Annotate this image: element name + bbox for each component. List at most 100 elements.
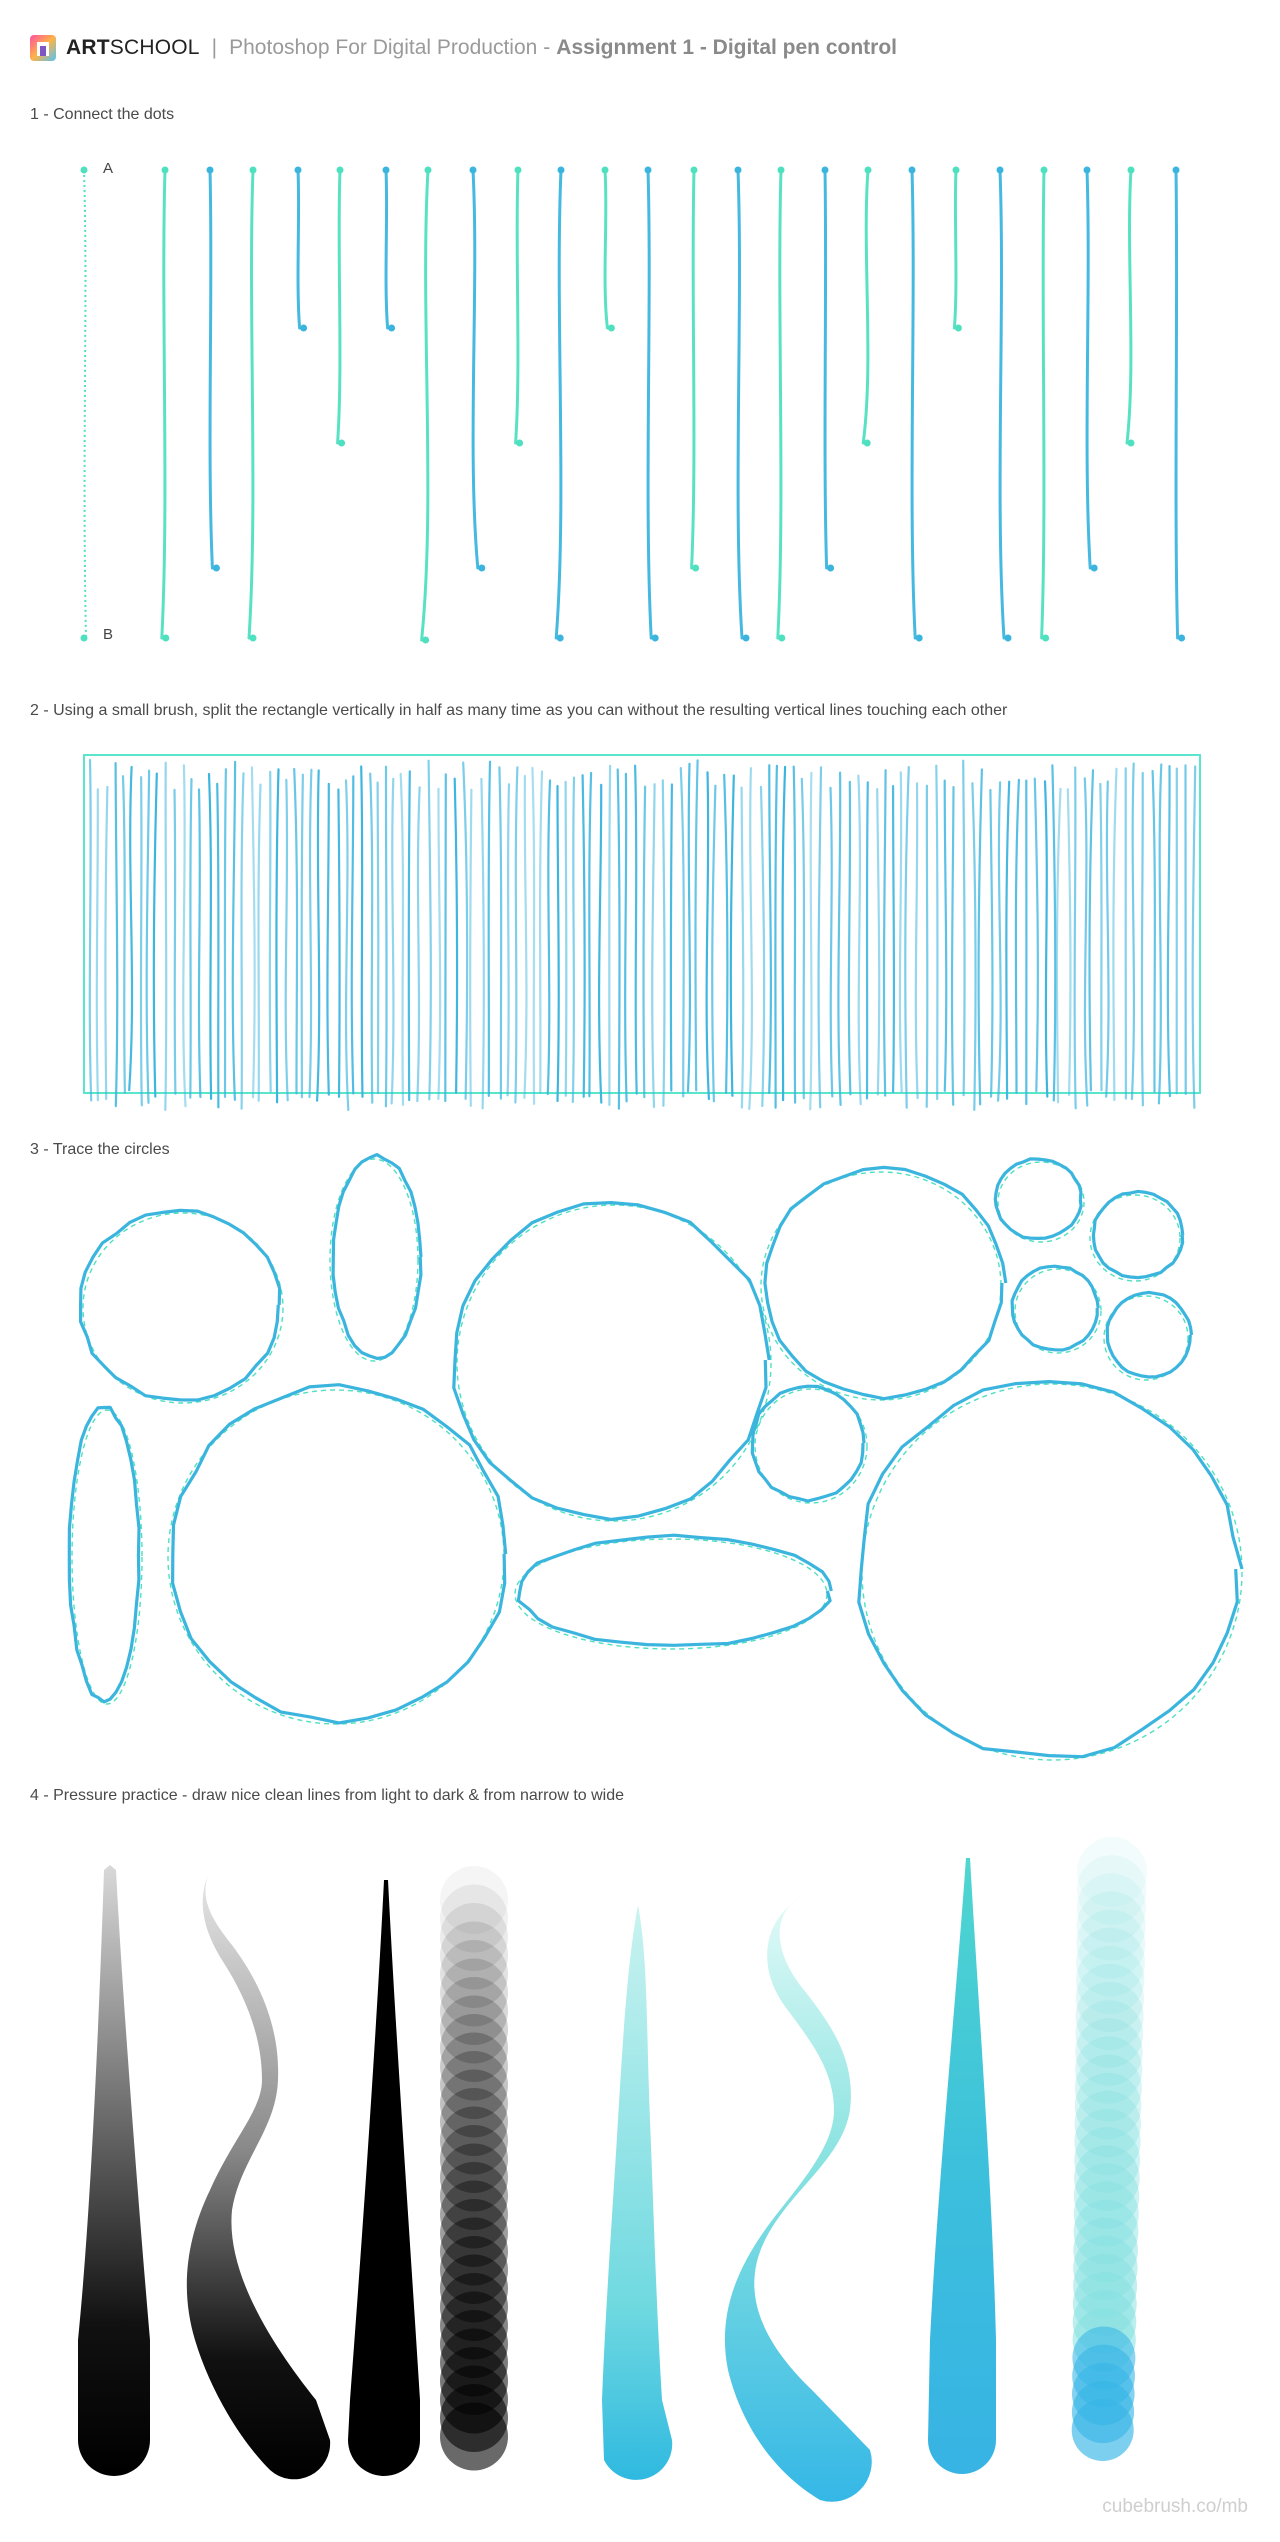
split-line [809,771,813,1111]
dot-start [382,166,390,174]
split-line [914,782,919,1100]
split-line [104,785,109,1101]
dot-start [996,166,1004,174]
dot-end [692,564,700,572]
dot-start [206,166,214,174]
split-line [935,764,939,1101]
split-line [1130,762,1136,1101]
split-line [376,781,380,1095]
stamp-dab [440,1995,508,2064]
traced-circle [171,1383,508,1725]
section-4-label: 4 - Pressure practice - draw nice clean … [30,1787,625,1804]
dot-end [478,564,486,572]
dot-end [1090,564,1098,572]
drawn-line [208,168,214,570]
split-line [407,770,411,1102]
split-line [817,766,823,1109]
split-line [1043,780,1049,1098]
split-line [876,788,881,1096]
traced-circle [67,1405,141,1704]
stamp-dab [1074,2127,1141,2193]
dot-end [422,636,430,644]
section-1-label: 1 - Connect the dots [30,106,175,123]
circle-guide [754,1388,868,1504]
split-line [1191,765,1197,1109]
dot-end [338,439,346,447]
stamp-dab [440,2254,508,2323]
split-line [1033,777,1039,1093]
drawn-line [736,168,744,640]
stamp-dab [1073,2199,1139,2265]
stamp-dab [440,2106,508,2175]
stamp-dab [1074,2054,1142,2122]
split-line [971,782,977,1111]
split-line [608,764,612,1106]
stamp-dab [440,2273,508,2341]
dot-end [954,324,962,332]
dot-start [1083,166,1091,174]
header: ARTSCHOOL | Photoshop For Digital Produc… [30,28,897,68]
traced-circle [331,1153,423,1360]
stamp-dab [1074,2090,1142,2158]
dot-start [821,166,829,174]
stamp-dab [440,2236,508,2304]
dot-start [1040,166,1048,174]
traced-circle [993,1157,1083,1240]
split-line [453,777,459,1094]
footer-credit: cubebrush.co/mb [1102,2496,1248,2517]
split-line [275,768,280,1104]
split-line [95,788,99,1102]
trace-circles-canvas [67,1153,1244,1761]
split-line [1073,766,1077,1110]
stamp-dab [1075,2000,1144,2068]
split-line [634,764,638,1095]
split-line [293,767,299,1095]
split-line [337,788,341,1098]
drawn-line [646,168,653,640]
split-line [865,781,869,1100]
dot-start [294,166,302,174]
split-line [240,772,245,1110]
pressure-stroke-teal-2 [724,1898,872,2502]
split-line [588,771,593,1098]
pressure-stroke-black-3 [348,1880,420,2476]
split-line [571,776,576,1104]
circle-guide [1103,1295,1189,1381]
split-line [399,772,405,1106]
dot-end [212,564,220,572]
split-line [661,779,666,1107]
dot-end [827,564,835,572]
dot-start [690,166,698,174]
traced-circle [857,1380,1244,1759]
pressure-stroke-black-stamp [440,1866,508,2471]
stamp-dab [440,2402,508,2471]
split-line [1005,780,1011,1100]
dot-end [388,324,396,332]
stamp-dab [440,2199,508,2267]
dot-end [1127,439,1135,447]
stamp-dab [1074,2072,1142,2140]
traced-circle [1010,1264,1100,1352]
stamp-dab [1076,1909,1146,1979]
dot-end [607,324,615,332]
split-line [624,772,628,1103]
split-line [857,774,862,1106]
artschool-logo-icon [30,35,56,61]
circle-guide [329,1158,419,1362]
split-line [694,759,699,1092]
split-line [564,780,568,1097]
split-line [781,765,787,1102]
stamp-dab [1073,2181,1139,2247]
split-line [207,772,213,1100]
stamp-dab [440,2014,508,2082]
stamp-dab [1076,1927,1145,1997]
split-line [989,788,994,1098]
drawn-line [384,168,390,330]
dot-start [1172,166,1180,174]
stamp-dab [440,2032,508,2101]
drawn-line [554,168,563,640]
course-title: Photoshop For Digital Production [229,36,538,59]
stamp-dab [1074,2145,1140,2211]
split-line [1066,788,1072,1097]
split-line [164,761,168,1111]
